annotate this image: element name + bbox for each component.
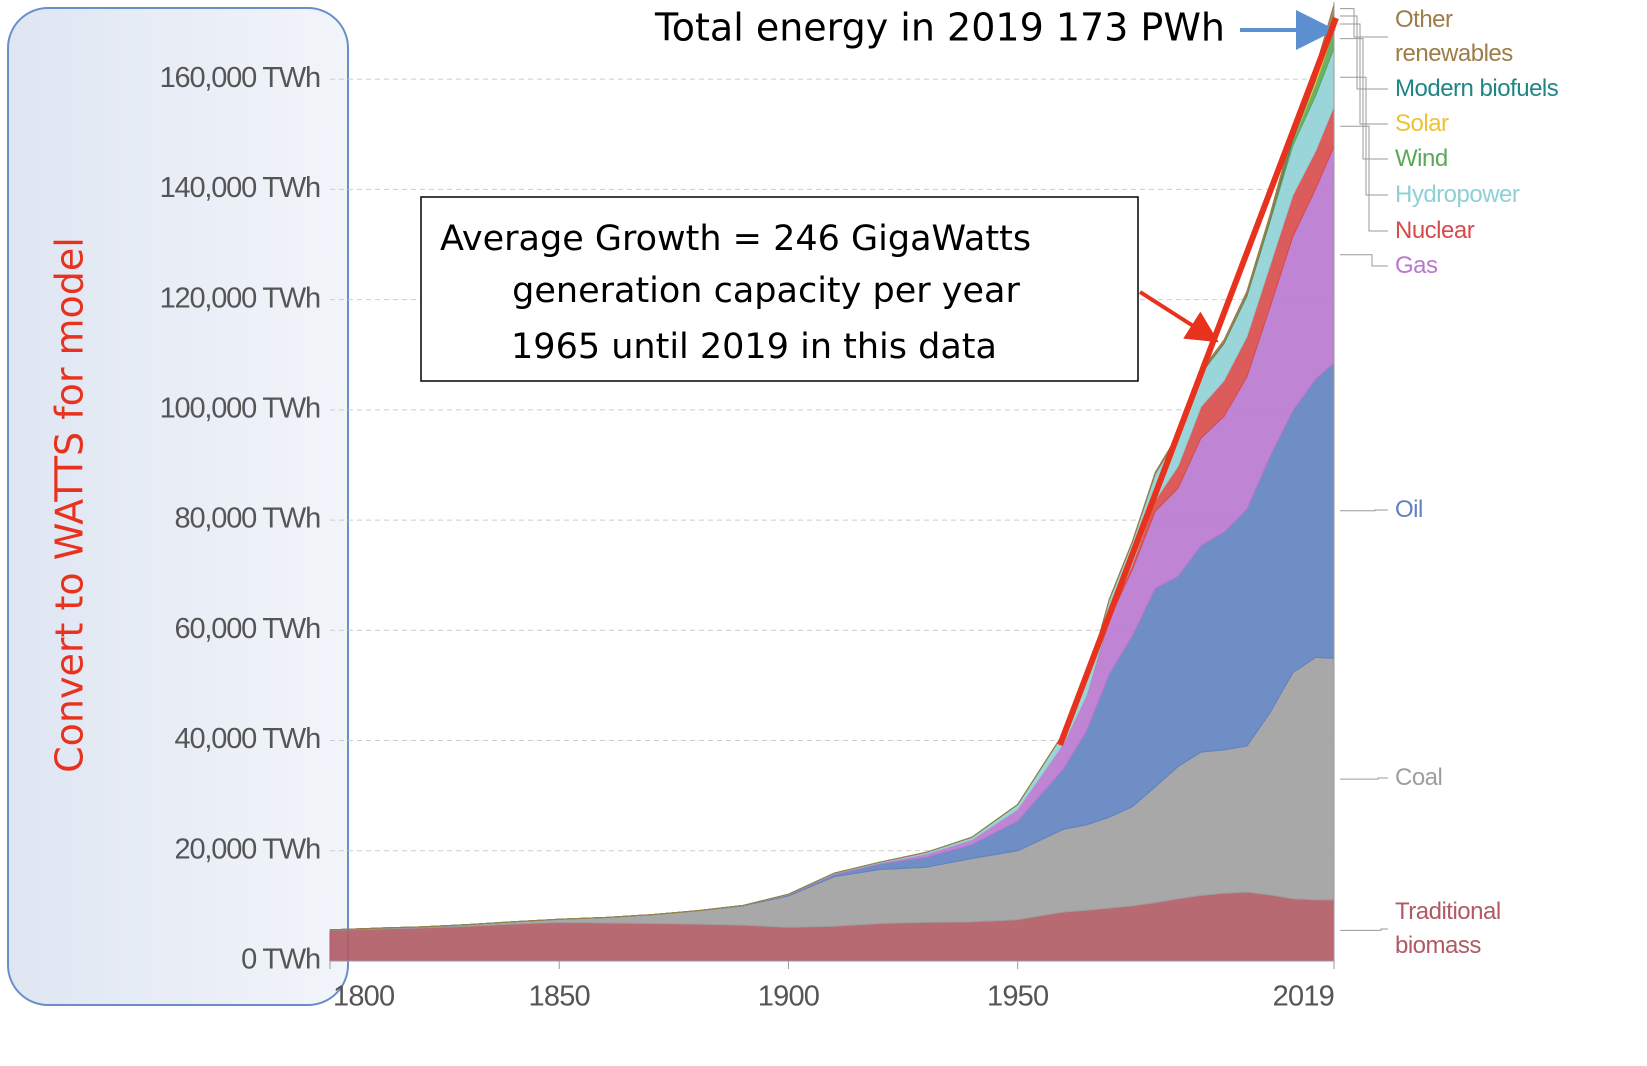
y-tick-label: 160,000 TWh	[160, 62, 320, 94]
growth-text: generation capacity per year	[512, 271, 1020, 311]
growth-text: Average Growth = 246 GigaWatts	[440, 219, 1031, 259]
y-tick-label: 120,000 TWh	[160, 282, 320, 314]
growth-box	[420, 196, 1139, 382]
legend-label: Coal	[1395, 764, 1443, 791]
leader-line	[1340, 509, 1388, 512]
leader-line	[1340, 8, 1388, 38]
note-text: Convert to WATTS for model	[48, 237, 92, 773]
leader-line	[1340, 76, 1388, 196]
growth-text: 1965 until 2019 in this data	[511, 327, 997, 367]
y-tick-label: 140,000 TWh	[160, 172, 320, 204]
legend-label: Solar	[1395, 110, 1449, 137]
legend-label: Wind	[1395, 145, 1448, 172]
x-tick-label: 2019	[1273, 981, 1334, 1013]
leader-line	[1340, 928, 1388, 931]
legend-label: Traditional biomass	[1395, 898, 1501, 959]
legend-label: Modern biofuels	[1395, 75, 1559, 102]
leader-line	[1340, 23, 1388, 125]
y-tick-label: 20,000 TWh	[175, 833, 321, 865]
plot-area	[329, 2, 1335, 969]
leader-line	[1340, 15, 1388, 90]
y-tick-label: 80,000 TWh	[175, 503, 321, 535]
y-tick-label: 100,000 TWh	[160, 393, 320, 425]
growth-line	[1057, 16, 1339, 747]
x-tick-label: 1950	[987, 981, 1048, 1013]
x-tick-label: 1850	[529, 981, 590, 1013]
leader-line	[1340, 777, 1388, 780]
y-tick-label: 0 TWh	[241, 944, 320, 976]
y-tick-label: 40,000 TWh	[175, 723, 321, 755]
legend-label: Nuclear	[1395, 217, 1475, 244]
note-box	[7, 7, 349, 1006]
legend-label: Oil	[1395, 496, 1423, 523]
total-annotation: Total energy in 2019 173 PWh	[654, 6, 1225, 50]
leader-line	[1340, 125, 1388, 232]
legend-label: Other renewables	[1395, 6, 1513, 67]
x-tick-label: 1800	[333, 981, 394, 1013]
legend-label: Hydropower	[1395, 181, 1520, 208]
y-tick-label: 60,000 TWh	[175, 613, 321, 645]
leader-line	[1340, 254, 1388, 267]
legend-label: Gas	[1395, 252, 1438, 279]
x-tick-label: 1900	[758, 981, 819, 1013]
leader-line	[1340, 38, 1388, 160]
growth-arrow	[1138, 290, 1219, 343]
